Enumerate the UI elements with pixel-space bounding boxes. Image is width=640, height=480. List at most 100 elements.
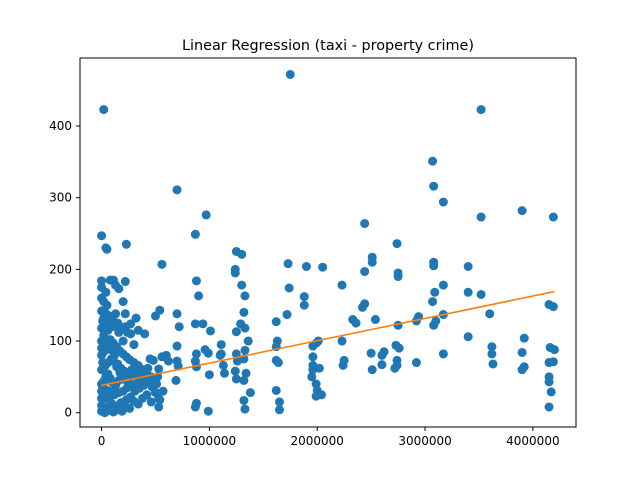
data-point [172,185,182,195]
data-point [282,310,292,320]
data-point [485,309,495,319]
data-point [366,348,376,358]
data-point [198,319,208,329]
data-point [463,262,473,271]
data-point [146,397,156,407]
scatter-points [97,69,559,418]
y-tick-label: 0 [64,406,72,420]
y-tick-label: 400 [49,119,72,133]
data-point [133,325,143,335]
data-point [122,327,132,337]
data-point [463,287,473,297]
x-axis: 0 1000000 2000000 3000000 4000000 [98,427,560,448]
x-tick-label: 3000000 [398,434,451,448]
data-point [284,283,294,293]
data-point [299,300,309,310]
data-point [239,307,249,317]
data-point [544,377,554,387]
data-point [232,356,242,366]
data-point [129,340,139,350]
data-point [152,379,162,389]
data-point [118,297,128,307]
data-point [307,372,317,382]
data-point [172,309,182,319]
data-point [237,280,247,290]
data-point [219,368,229,378]
data-point [548,212,558,222]
data-point [548,302,558,312]
data-point [237,249,247,259]
data-point [488,359,498,369]
data-point [431,316,441,326]
data-point [114,284,124,294]
x-tick-label: 2000000 [290,434,343,448]
data-point [393,272,403,282]
data-point [438,197,448,207]
data-point [337,336,347,346]
x-tick-label: 4000000 [506,434,559,448]
data-point [190,229,200,239]
data-point [390,363,400,373]
data-point [125,403,135,413]
data-point [131,313,141,323]
data-point [519,333,529,343]
data-point [438,280,448,290]
data-point [367,257,377,267]
data-point [430,287,440,297]
data-point [377,360,387,370]
data-point [476,105,486,115]
data-point [274,397,284,407]
data-point [271,385,281,395]
data-point [240,345,250,355]
data-point [102,300,112,310]
data-point [273,358,283,368]
data-point [190,319,200,329]
data-point [145,354,155,364]
data-point [117,406,127,416]
data-point [99,313,109,323]
data-point [155,395,165,405]
data-point [360,267,370,277]
data-point [299,292,309,302]
data-point [118,336,128,346]
x-tick-label: 0 [98,434,106,448]
data-point [102,244,112,254]
data-point [358,302,367,312]
y-tick-label: 100 [49,334,72,348]
data-point [337,280,347,290]
data-point [370,315,380,325]
data-point [549,345,559,355]
data-point [201,210,211,220]
data-point [243,336,253,346]
regression-line [101,290,555,387]
y-tick-label: 200 [49,262,72,276]
data-point [105,345,115,355]
data-point [231,374,241,384]
data-point [200,345,210,355]
data-point [231,327,241,337]
data-point [428,156,438,166]
data-point [240,291,250,301]
data-point [463,332,473,342]
data-point [517,206,527,216]
data-point [429,261,439,271]
data-point [239,395,249,405]
data-point [476,289,486,299]
data-point [271,317,281,327]
data-point [154,402,164,412]
data-point [311,391,321,401]
data-point [239,375,249,385]
data-point [314,363,324,373]
data-point [120,277,130,287]
data-point [97,343,107,353]
data-point [106,388,116,398]
data-point [203,406,213,416]
data-point [230,366,240,376]
data-point [240,404,250,414]
data-point [97,393,107,403]
data-point [429,181,439,191]
data-point [204,370,214,380]
data-point [121,239,131,249]
